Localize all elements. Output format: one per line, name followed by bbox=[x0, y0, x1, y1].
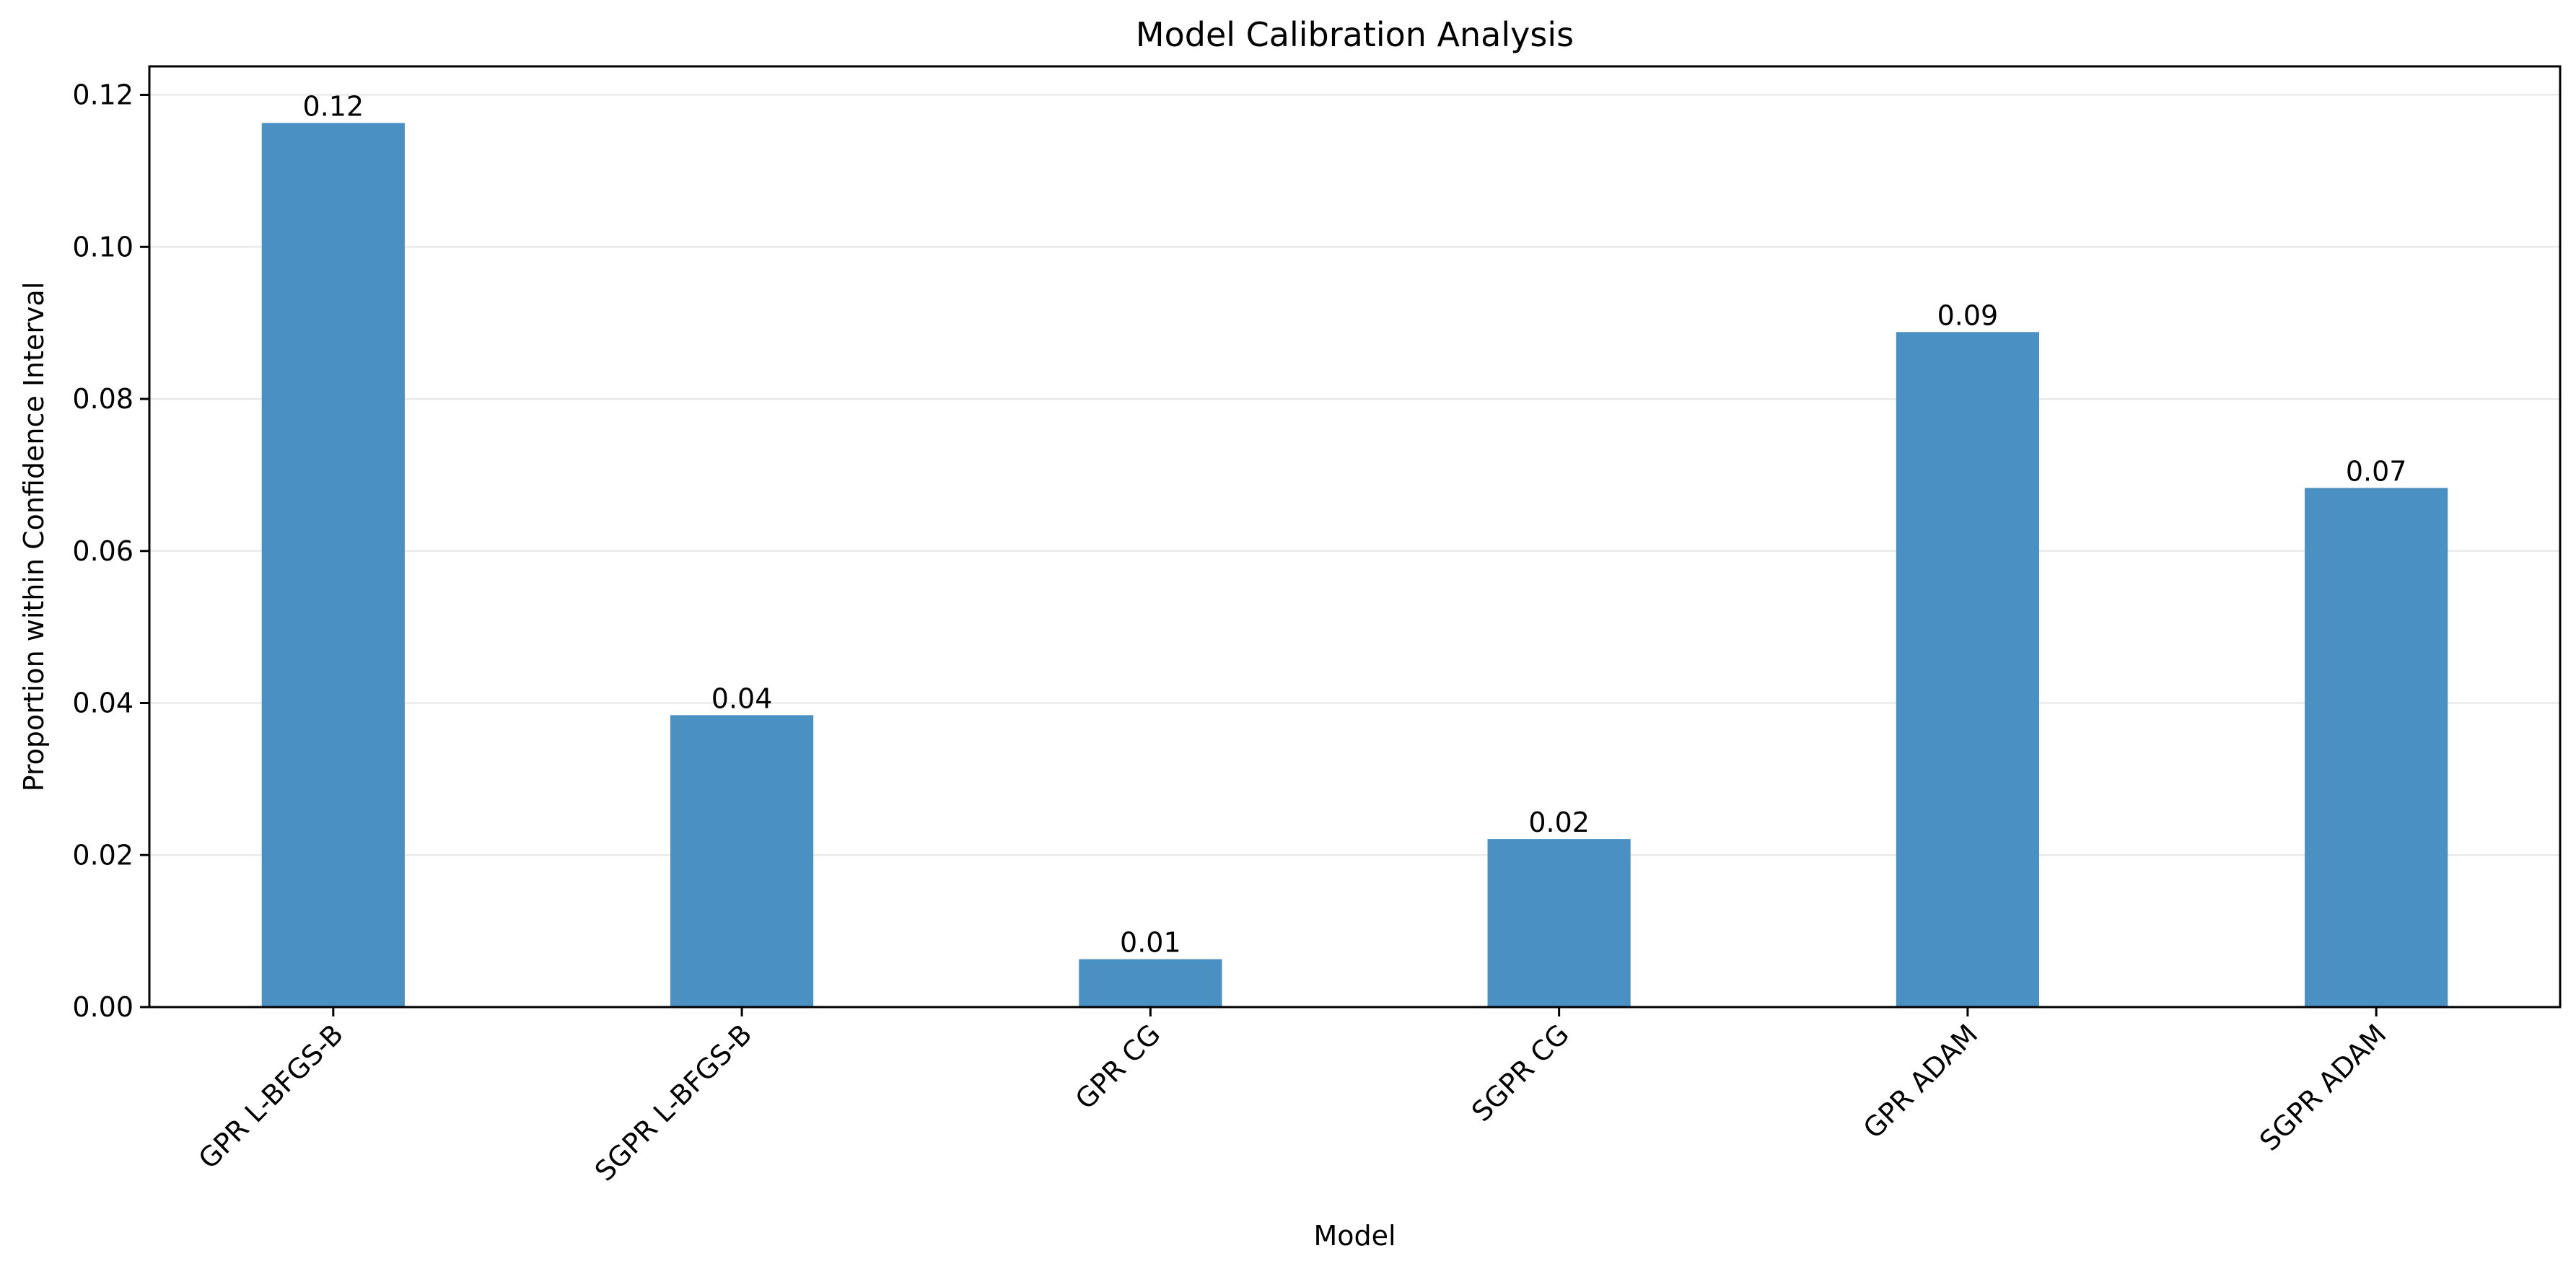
x-tick-label: GPR ADAM bbox=[1857, 1018, 1984, 1145]
y-tick-label: 0.08 bbox=[72, 383, 133, 415]
x-tick-label: SGPR ADAM bbox=[2253, 1018, 2393, 1157]
y-tick-label: 0.04 bbox=[72, 687, 133, 719]
x-axis-label: Model bbox=[1313, 1220, 1396, 1252]
y-tick-label: 0.06 bbox=[72, 535, 133, 567]
y-axis-ticks: 0.00 0.02 0.04 0.06 0.08 0.10 0.12 bbox=[72, 79, 149, 1023]
bar bbox=[670, 715, 814, 1007]
bar-value-labels: 0.12 0.04 0.01 0.02 0.09 0.07 bbox=[303, 91, 2407, 959]
bars bbox=[261, 123, 2448, 1008]
x-axis-ticks: GPR L-BFGS-B SGPR L-BFGS-B GPR CG SGPR CG GP… bbox=[193, 1007, 2393, 1187]
chart-title: Model Calibration Analysis bbox=[1136, 15, 1574, 54]
bar bbox=[1896, 332, 2040, 1007]
y-tick-label: 0.00 bbox=[72, 991, 133, 1023]
plot-frame bbox=[148, 65, 2562, 1009]
bar-value-label: 0.04 bbox=[711, 682, 773, 714]
x-tick-label: GPR CG bbox=[1069, 1018, 1167, 1115]
y-axis-label: Proportion within Confidence Interval bbox=[18, 282, 50, 792]
bar-value-label: 0.07 bbox=[2346, 455, 2407, 487]
bar-value-label: 0.12 bbox=[303, 91, 364, 123]
grid-lines bbox=[149, 94, 2560, 1008]
y-tick-label: 0.12 bbox=[72, 79, 133, 111]
x-tick-label: SGPR L-BFGS-B bbox=[589, 1018, 758, 1187]
bar-value-label: 0.09 bbox=[1937, 299, 1999, 331]
bar-value-label: 0.01 bbox=[1120, 927, 1181, 959]
x-tick-label: GPR L-BFGS-B bbox=[193, 1018, 350, 1175]
y-tick-label: 0.02 bbox=[72, 839, 133, 871]
x-tick-label: SGPR CG bbox=[1466, 1018, 1575, 1128]
bar bbox=[1079, 959, 1222, 1007]
bar bbox=[1487, 839, 1631, 1007]
y-tick-label: 0.10 bbox=[72, 231, 133, 263]
bar-value-label: 0.02 bbox=[1528, 807, 1590, 838]
bar bbox=[261, 123, 405, 1008]
bar bbox=[2305, 488, 2448, 1007]
